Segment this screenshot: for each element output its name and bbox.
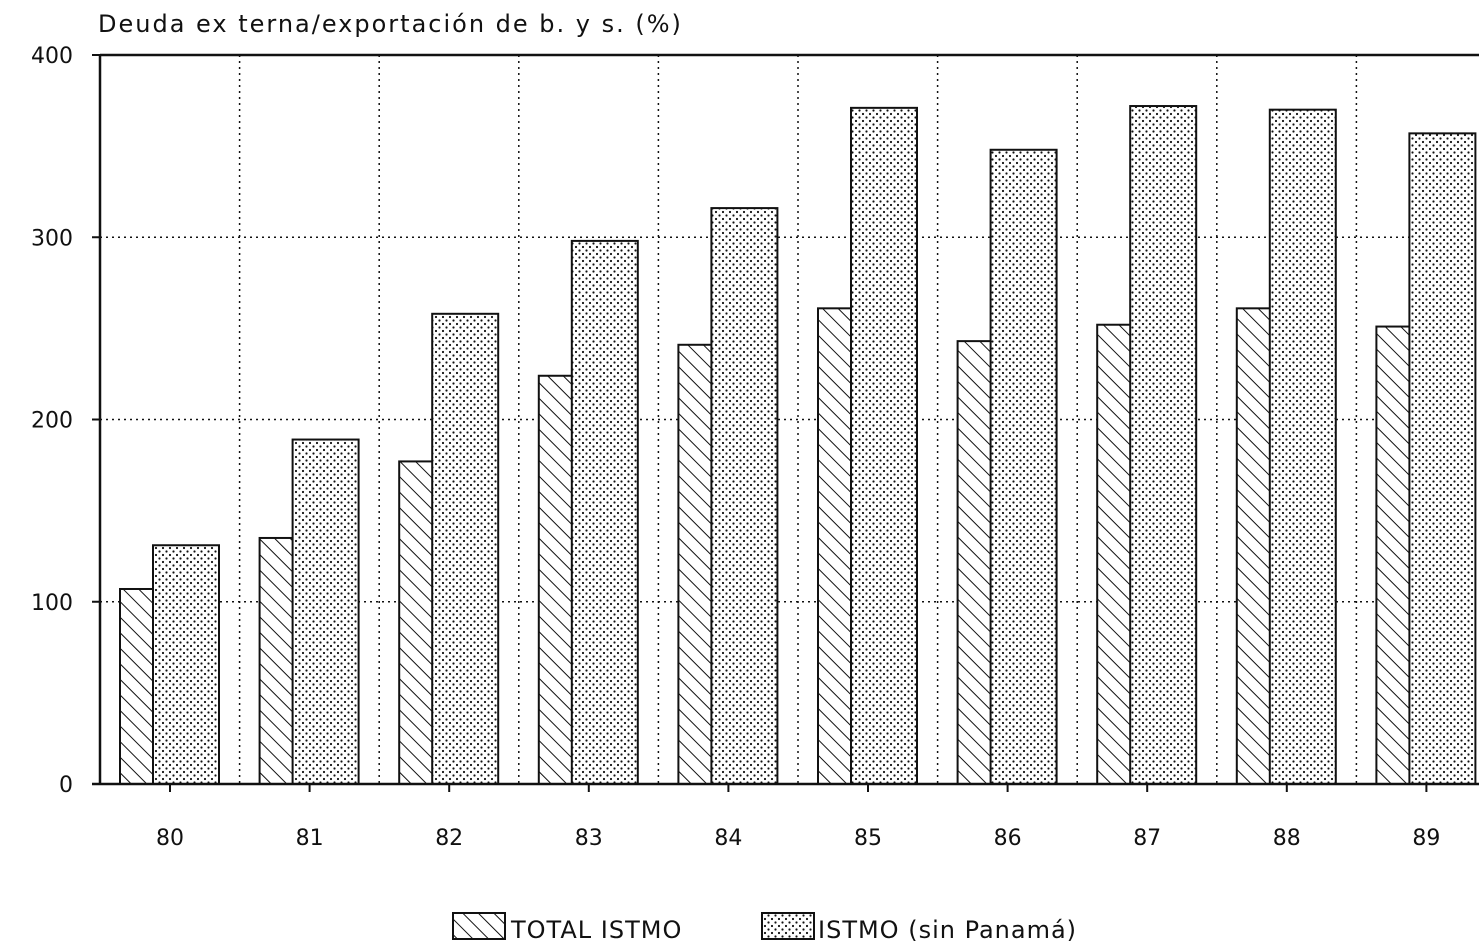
x-tick-label: 88	[1273, 826, 1301, 851]
legend-swatch-total-istmo	[452, 912, 506, 940]
x-tick-label: 84	[714, 826, 742, 851]
x-tick-label: 81	[296, 826, 324, 851]
x-tick-labels: 80 81 82 83 84 85 86 87 88 89	[156, 826, 1440, 851]
y-tick-label: 100	[31, 591, 73, 616]
legend-swatch-istmo-sin-panama	[761, 912, 815, 940]
bars-layer	[119, 105, 1477, 786]
y-tick-label: 200	[31, 409, 73, 434]
axes-layer	[92, 53, 1479, 792]
x-tick-label: 80	[156, 826, 184, 851]
bar-istmo-sin-panama-83	[570, 239, 639, 785]
bar-istmo-sin-panama-85	[850, 106, 918, 786]
legend-label-total-istmo: TOTAL ISTMO	[510, 916, 682, 944]
bar-istmo-sin-panama-88	[1268, 108, 1337, 786]
y-tick-labels: 0 100 200 300 400	[31, 44, 73, 798]
x-tick-label: 87	[1133, 826, 1161, 851]
x-tick-label: 83	[575, 826, 603, 851]
bar-istmo-sin-panama-80	[152, 544, 220, 785]
bar-istmo-sin-panama-86	[989, 148, 1058, 785]
bar-istmo-sin-panama-81	[291, 438, 360, 785]
bar-istmo-sin-panama-87	[1129, 105, 1198, 785]
x-tick-label: 89	[1412, 826, 1440, 851]
bar-istmo-sin-panama-89	[1408, 132, 1477, 785]
y-tick-label: 400	[31, 44, 73, 69]
bar-istmo-sin-panama-82	[431, 312, 500, 785]
y-tick-label: 0	[59, 773, 73, 798]
chart-title: Deuda ex terna/exportación de b. y s. (%…	[98, 10, 683, 38]
legend-label-istmo-sin-panama: ISTMO (sin Panamá)	[818, 916, 1077, 944]
y-tick-label: 300	[31, 226, 73, 251]
x-tick-label: 86	[994, 826, 1022, 851]
legend: TOTAL ISTMO ISTMO (sin Panamá)	[452, 912, 1077, 944]
x-tick-label: 82	[435, 826, 463, 851]
x-tick-label: 85	[854, 826, 882, 851]
bar-istmo-sin-panama-84	[710, 207, 779, 785]
